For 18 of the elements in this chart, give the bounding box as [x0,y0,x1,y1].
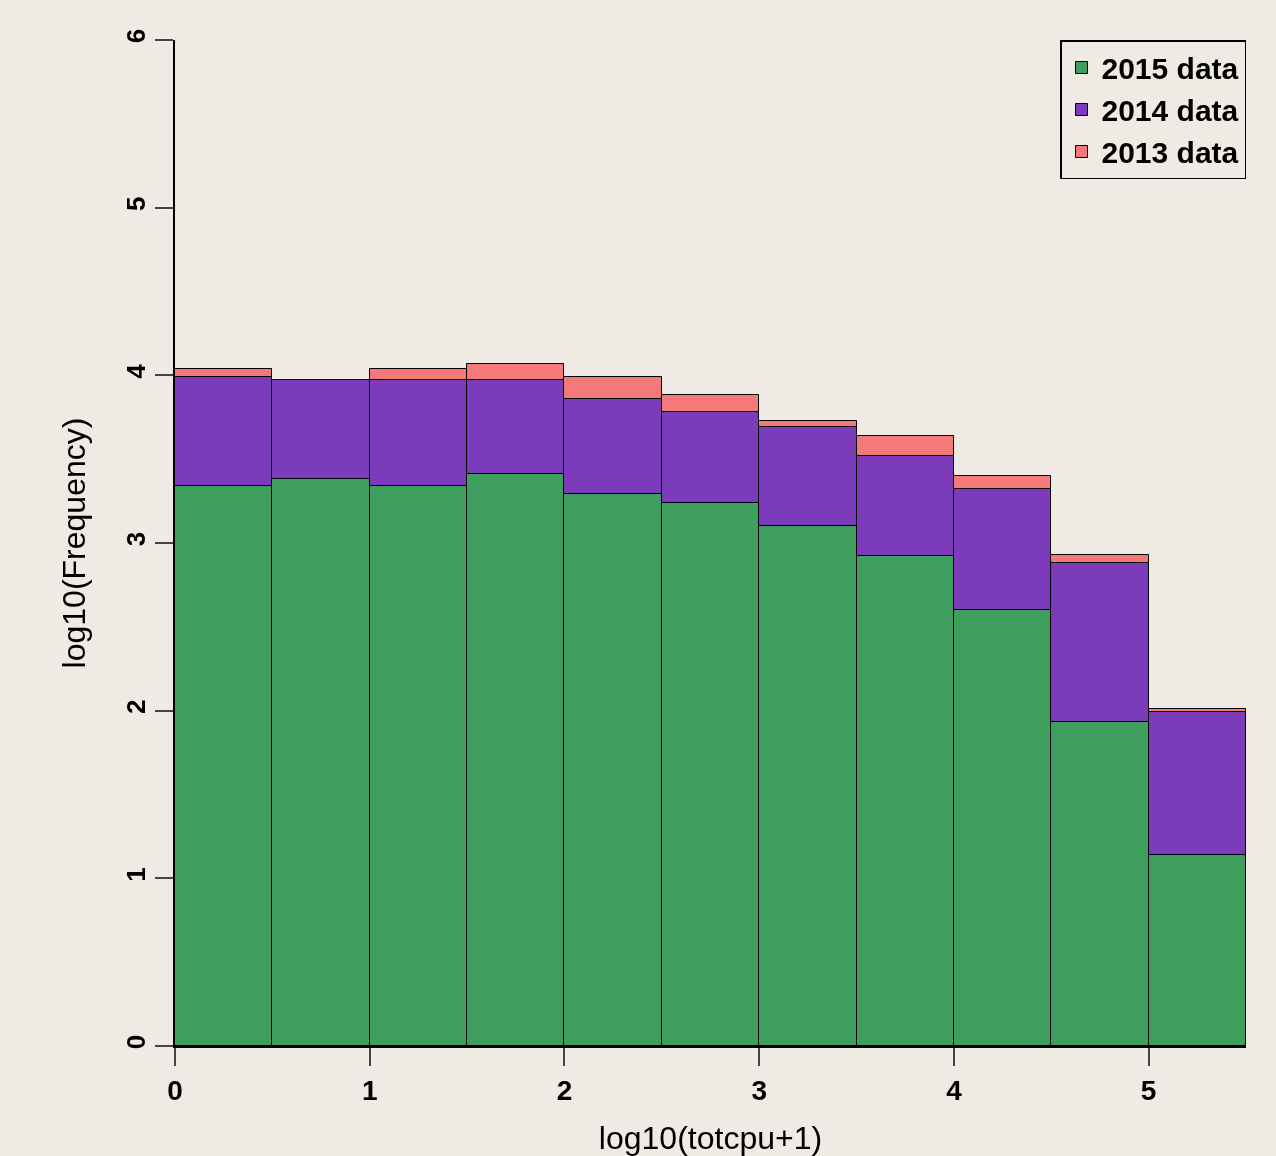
x-tick-label: 2 [556,1074,573,1106]
y-tick-label: 1 [120,867,151,882]
y-tick-label: 3 [120,531,151,547]
x-tick-label: 0 [167,1074,183,1106]
legend-label: 2015 data [1101,52,1239,86]
x-tick-label: 4 [946,1074,963,1106]
x-axis-title: log10(totcpu+1) [598,1120,823,1156]
y-tick-label: 6 [120,28,151,44]
x-tick-label: 5 [1140,1074,1157,1106]
legend-label: 2014 data [1101,94,1239,128]
y-tick-label: 4 [120,363,151,379]
y-tick-label: 0 [120,1034,151,1050]
x-tick-label: 3 [751,1074,767,1106]
y-axis-title: log10(Frequency) [56,417,93,669]
y-tick-label: 5 [120,196,151,211]
y-tick-label: 2 [120,699,151,714]
x-tick-label: 1 [361,1074,378,1106]
legend-label: 2013 data [1101,136,1239,170]
